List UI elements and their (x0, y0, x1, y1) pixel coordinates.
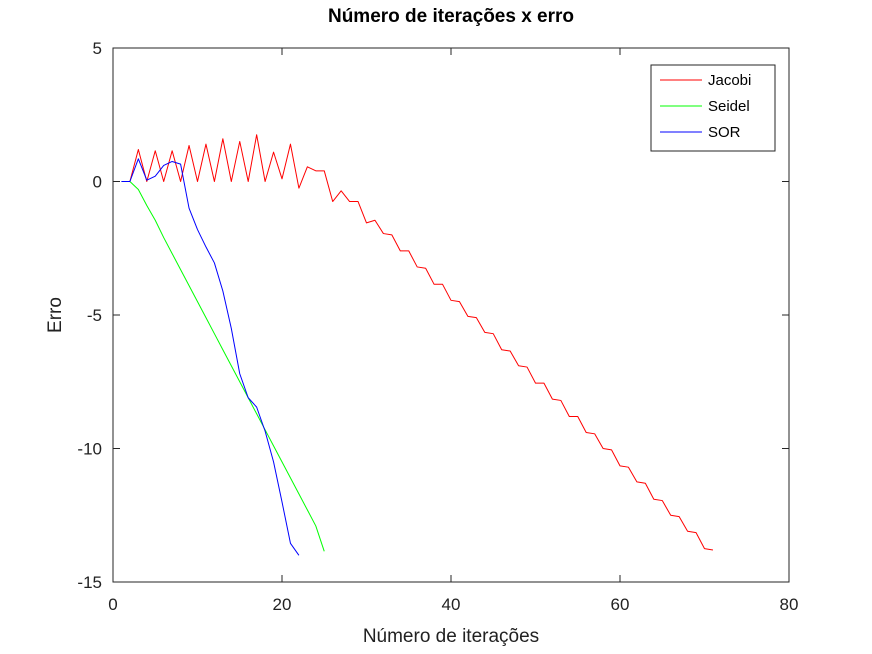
axis-ticks (112, 47, 790, 583)
y-tick-label: 5 (93, 39, 102, 58)
legend-label-sor: SOR (708, 124, 741, 141)
series-line-sor (121, 158, 300, 556)
legend-entries: Jacobi Seidel SOR (660, 72, 751, 141)
series-line-seidel (121, 181, 325, 552)
chart-title: Número de iterações x erro (328, 6, 574, 27)
series-line-jacobi (121, 134, 714, 551)
legend-label-jacobi: Jacobi (708, 72, 751, 89)
legend-box (650, 64, 776, 152)
series-layer (121, 134, 714, 556)
y-tick-label: -15 (77, 573, 102, 592)
legend-label-seidel: Seidel (708, 98, 750, 115)
y-tick-label: 0 (93, 173, 102, 192)
y-tick-label: -5 (87, 306, 102, 325)
x-axis-label: Número de iterações (363, 626, 539, 647)
x-tick-label: 80 (780, 595, 799, 614)
legend: Jacobi Seidel SOR (650, 64, 776, 152)
x-tick-labels: 0 20 40 60 80 (108, 595, 798, 614)
y-tick-label: -10 (77, 440, 102, 459)
x-tick-label: 0 (108, 595, 117, 614)
x-tick-label: 20 (273, 595, 292, 614)
x-tick-label: 40 (442, 595, 461, 614)
x-tick-label: 60 (611, 595, 630, 614)
y-axis-label: Erro (45, 297, 66, 333)
y-tick-labels: 5 0 -5 -10 -15 (77, 39, 102, 592)
